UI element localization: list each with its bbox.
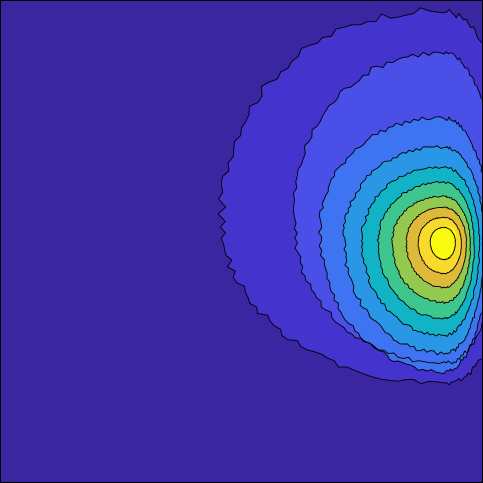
contour-line-5 [360, 166, 481, 338]
contour-line-8 [405, 206, 468, 289]
contour-line-1 [217, 7, 483, 386]
contour-line-4 [342, 145, 483, 356]
contour-line-7 [391, 195, 471, 305]
contour-line-3 [317, 116, 483, 374]
contour-line-10 [429, 226, 456, 261]
contour-peak [440, 226, 457, 245]
contour-line-9 [417, 216, 462, 275]
contour-bands [218, 7, 483, 385]
contour-line-6 [376, 180, 475, 320]
contour-lines [217, 7, 483, 386]
